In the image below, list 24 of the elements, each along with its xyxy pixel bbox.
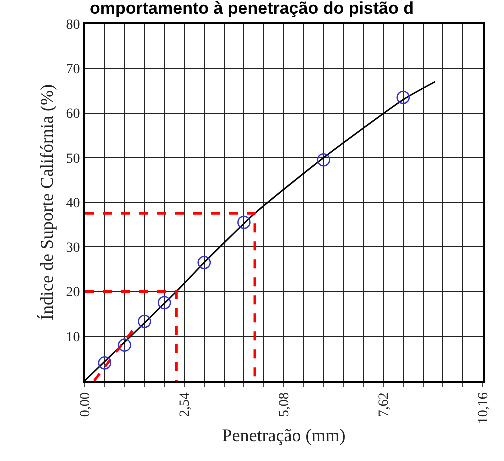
y-tick-label: 40 — [66, 196, 80, 212]
y-axis-title: Índice de Suporte Califórnia (%) — [36, 84, 57, 320]
y-tick-label: 70 — [66, 62, 80, 78]
y-tick-label: 50 — [66, 152, 80, 167]
x-tick-label: 7,62 — [377, 392, 392, 418]
y-tick-label: 80 — [66, 18, 80, 33]
y-tick-label: 10 — [66, 330, 80, 346]
point — [396, 90, 410, 104]
point — [118, 338, 132, 352]
y-tick-label: 60 — [66, 107, 80, 122]
point — [317, 153, 330, 167]
x-tick-label: 5,08 — [278, 392, 293, 418]
x-tick-label: 0,00 — [78, 392, 94, 418]
point — [198, 256, 212, 270]
x-tick-label: 2,54 — [178, 392, 194, 418]
point — [138, 315, 152, 328]
point — [158, 296, 172, 310]
x-axis-title: Penetração (mm) — [222, 426, 346, 446]
y-tick-label: 30 — [66, 241, 80, 256]
chart-title: omportamento à penetração do pistão d — [90, 0, 414, 18]
point — [98, 356, 112, 370]
y-tick-label: 20 — [66, 286, 80, 301]
x-tick-label: 10,16 — [476, 392, 492, 424]
point — [238, 216, 251, 230]
